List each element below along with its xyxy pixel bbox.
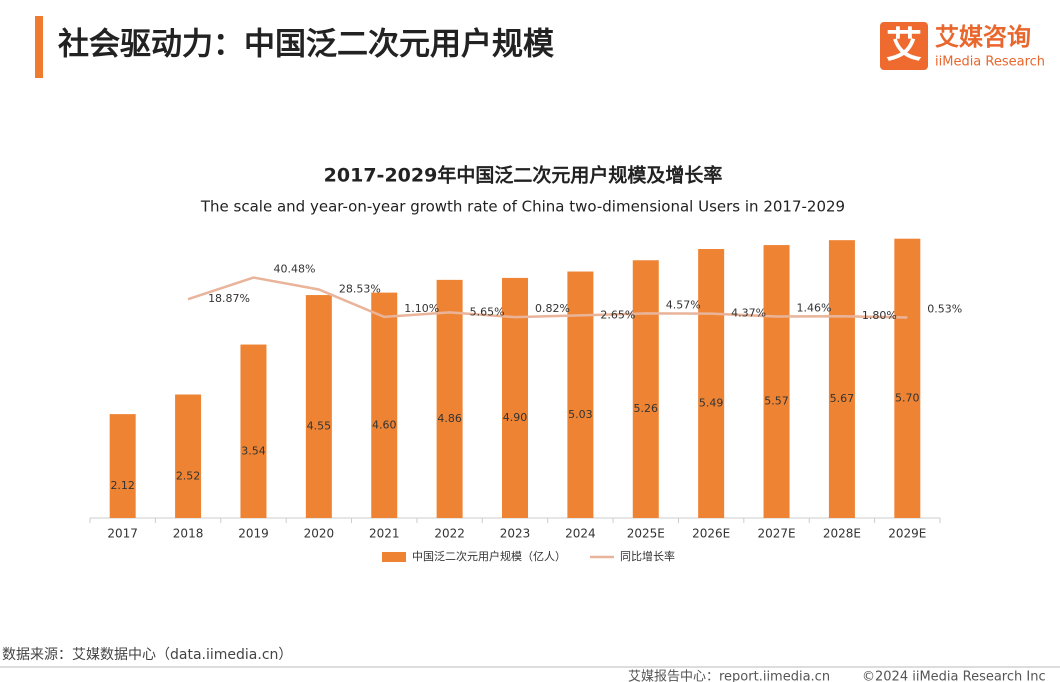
line-label: 4.37% [731, 307, 766, 320]
bar-label: 2.12 [110, 479, 135, 492]
x-tick-label: 2017 [107, 527, 138, 541]
bar [109, 414, 136, 518]
logo-name: 艾媒咨询 [935, 23, 1031, 51]
bar [175, 394, 202, 518]
x-tick-label: 2026E [692, 527, 730, 541]
line-label: 1.46% [797, 302, 832, 315]
line-label: 2.65% [600, 308, 635, 321]
bar [502, 277, 528, 518]
x-tick-label: 2027E [757, 527, 795, 541]
legend-swatch [382, 552, 406, 562]
bar-label: 5.26 [634, 402, 659, 415]
bar [305, 295, 332, 518]
bar [436, 279, 463, 518]
growth-line [187, 276, 908, 319]
x-tick-label: 2018 [173, 527, 204, 541]
bar-label: 5.49 [699, 396, 724, 409]
line-label: 1.80% [862, 309, 897, 322]
legend-label: 同比增长率 [620, 549, 675, 563]
bar-label: 4.86 [437, 412, 462, 425]
x-tick-label: 2023 [500, 527, 531, 541]
bar-label: 4.60 [372, 418, 397, 431]
line-label: 40.48% [273, 263, 315, 276]
bar-label: 5.67 [830, 392, 855, 405]
bar-label: 3.54 [241, 444, 266, 457]
line-label: 4.57% [666, 298, 701, 311]
line-label: 5.65% [470, 305, 505, 318]
bar [894, 238, 921, 518]
line-label: 0.82% [535, 302, 570, 315]
line-label: 1.10% [404, 302, 439, 315]
x-tick-label: 2028E [823, 527, 861, 541]
logo-box [880, 22, 928, 70]
bar [567, 271, 594, 518]
source: 数据来源：艾媒数据中心（data.iimedia.cn） [2, 647, 292, 663]
bar [371, 292, 398, 518]
bar [240, 344, 267, 518]
x-tick-label: 2020 [304, 527, 335, 541]
x-tick-label: 2029E [888, 527, 926, 541]
bar-label: 5.57 [764, 395, 789, 408]
bar [698, 248, 725, 519]
line-label: 28.53% [339, 282, 381, 295]
chart-title: 2017-2029年中国泛二次元用户规模及增长率 [324, 164, 723, 187]
x-tick-label: 2022 [434, 527, 465, 541]
title-accent [35, 16, 43, 78]
bar [828, 240, 855, 519]
x-tick-label: 2021 [369, 527, 400, 541]
bar-label: 4.90 [503, 411, 528, 424]
bar-label: 2.52 [176, 469, 201, 482]
footer-left: 艾媒报告中心：report.iimedia.cn [628, 670, 830, 682]
legend-label: 中国泛二次元用户规模（亿人） [412, 549, 566, 563]
bar [632, 260, 659, 518]
bar [763, 245, 790, 518]
bar-label: 5.03 [568, 408, 593, 421]
bar-label: 4.55 [307, 420, 332, 433]
x-tick-label: 2024 [565, 527, 596, 541]
logo-mark: 艾 [886, 25, 922, 66]
x-tick-label: 2019 [238, 527, 269, 541]
page-title: 社会驱动力：中国泛二次元用户规模 [58, 27, 554, 63]
x-tick-label: 2025E [627, 527, 665, 541]
line-label: 18.87% [208, 292, 250, 305]
footer-right: ©2024 iiMedia Research Inc [862, 670, 1046, 682]
chart-subtitle: The scale and year-on-year growth rate o… [200, 198, 845, 216]
bar-label: 5.70 [895, 391, 920, 404]
line-label: 0.53% [927, 302, 962, 315]
logo-sub: iiMedia Research [935, 55, 1045, 70]
